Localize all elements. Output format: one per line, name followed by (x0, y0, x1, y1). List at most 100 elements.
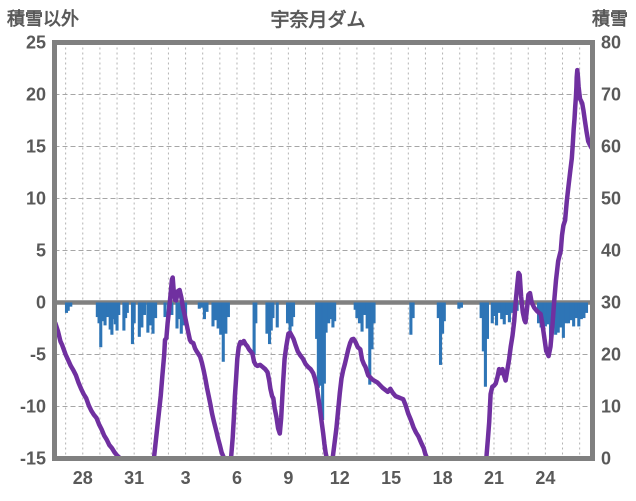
right-axis-tick: 40 (601, 241, 621, 261)
bar (103, 302, 107, 326)
bar (329, 302, 333, 320)
left-axis-tick: -5 (30, 345, 46, 365)
bar (566, 302, 571, 324)
bar (564, 302, 568, 324)
bar (275, 302, 279, 328)
bar (97, 302, 101, 324)
bar (457, 302, 461, 309)
bar (316, 302, 320, 388)
bar (125, 302, 129, 313)
bar (505, 302, 509, 315)
x-axis-tick: 18 (433, 468, 453, 488)
right-axis-tick: 20 (601, 345, 621, 365)
right-axis-tick: 0 (601, 449, 611, 469)
bar (146, 302, 150, 333)
bar (355, 302, 359, 319)
bar (561, 302, 565, 338)
left-axis-tick: 0 (36, 293, 46, 313)
left-axis-tick: 10 (26, 189, 46, 209)
bar (368, 302, 372, 385)
left-axis-tick: 20 (26, 85, 46, 105)
bar (267, 302, 272, 345)
left-axis-tick: 25 (26, 33, 46, 53)
bar (69, 302, 73, 307)
x-axis-tick: 15 (381, 468, 401, 488)
bar (321, 302, 325, 421)
bar (331, 302, 335, 328)
bar (219, 302, 223, 335)
x-axis-tick: 21 (484, 468, 504, 488)
bar (324, 302, 328, 333)
right-axis-tick: 10 (601, 397, 621, 417)
left-axis-title: 積雪以外 (7, 9, 79, 29)
bar (363, 302, 367, 315)
bar (409, 302, 413, 335)
x-axis-tick: 12 (330, 468, 350, 488)
bar (492, 302, 496, 317)
chart-title: 宇奈月ダム (270, 10, 366, 31)
bar (216, 302, 220, 329)
bar (327, 302, 331, 324)
bar (543, 302, 547, 327)
bar (500, 302, 504, 320)
right-axis-tick: 80 (601, 33, 621, 53)
bar (360, 302, 364, 332)
bar (479, 302, 483, 319)
non-snow-bars (64, 302, 589, 421)
bar (584, 302, 589, 313)
bar (497, 302, 501, 313)
bar (577, 302, 581, 327)
bar (163, 302, 167, 318)
bar (108, 302, 112, 330)
bar (226, 302, 230, 318)
bar (106, 302, 110, 318)
bar (288, 302, 292, 337)
right-axis-tick: 50 (601, 189, 621, 209)
bar (510, 302, 514, 313)
right-axis-tick: 30 (601, 293, 621, 313)
bar (411, 302, 415, 319)
bar (254, 302, 258, 324)
x-axis-tick: 24 (535, 468, 555, 488)
bar (95, 302, 99, 318)
bar (269, 302, 273, 331)
bar (252, 302, 256, 355)
bar (117, 302, 121, 315)
x-axis-tick: 28 (73, 468, 93, 488)
bar (64, 302, 69, 313)
x-axis-tick: 6 (232, 468, 242, 488)
bar (507, 302, 511, 323)
bar (559, 302, 563, 328)
bar (554, 302, 558, 335)
bar (221, 302, 225, 362)
bar (110, 302, 114, 335)
bar (319, 302, 323, 386)
bar (315, 302, 319, 339)
bar (438, 302, 443, 365)
bar (333, 302, 337, 322)
bar (122, 302, 126, 331)
x-axis-tick: 31 (124, 468, 144, 488)
bar (574, 302, 578, 319)
bar (211, 302, 215, 327)
plot-border (52, 40, 595, 461)
bar (556, 302, 560, 333)
bar (132, 302, 136, 324)
bar (357, 302, 362, 324)
left-axis-tick: -15 (20, 449, 46, 469)
bar (100, 302, 105, 322)
bar (202, 302, 206, 320)
bar (481, 302, 485, 352)
bar (546, 302, 550, 325)
bar (177, 302, 181, 320)
bar (99, 302, 103, 348)
bar (285, 302, 290, 324)
bar (459, 302, 463, 308)
left-axis-tick: 15 (26, 137, 46, 157)
bar (353, 302, 357, 310)
right-axis-title: 積雪 (592, 9, 628, 29)
bar (130, 302, 135, 345)
bar (113, 302, 117, 325)
x-axis-tick: 9 (283, 468, 293, 488)
bar (112, 302, 116, 320)
